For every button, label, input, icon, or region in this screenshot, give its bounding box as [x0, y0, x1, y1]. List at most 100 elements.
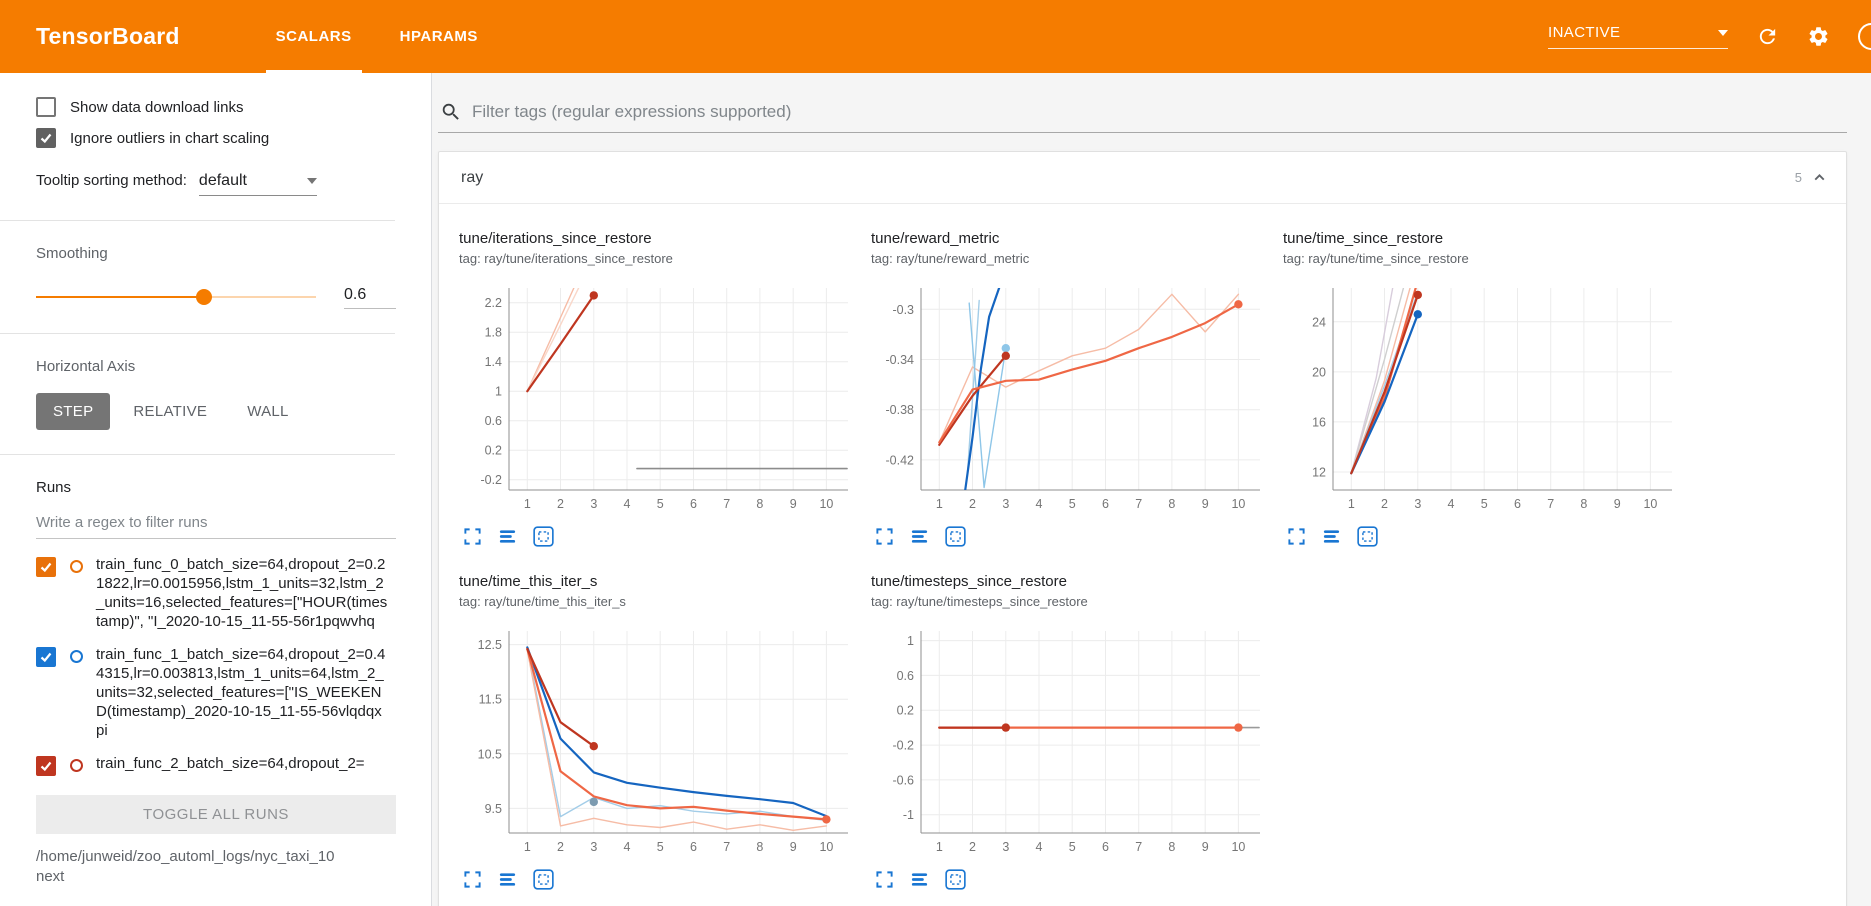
tab-hparams[interactable]: HPARAMS — [399, 28, 478, 45]
fit-domain-icon[interactable] — [945, 869, 966, 890]
runs-table-icon[interactable] — [910, 870, 929, 889]
chart-plot[interactable]: -0.42 -0.38 -0.34 -0.3 1 2 3 4 5 6 7 8 9 10 — [871, 278, 1266, 518]
category-card-ray: ray 5 tune/iterations_since_restore tag:… — [438, 151, 1847, 906]
collapse-card-icon[interactable] — [1811, 169, 1828, 186]
fit-domain-icon[interactable] — [945, 526, 966, 547]
option-label: Ignore outliers in chart scaling — [70, 129, 270, 147]
run-item[interactable]: train_func_1_batch_size=64,dropout_2=0.4… — [36, 645, 431, 740]
charts-grid: tune/iterations_since_restore tag: ray/t… — [439, 204, 1846, 906]
smoothing-value-input[interactable] — [344, 284, 396, 309]
chart-toolbar — [463, 869, 871, 890]
svg-text:9: 9 — [790, 840, 797, 854]
chart-tag: tag: ray/tune/reward_metric — [871, 251, 1030, 266]
fit-domain-icon[interactable] — [533, 869, 554, 890]
chevron-down-icon — [306, 178, 317, 184]
svg-text:10: 10 — [819, 840, 833, 854]
svg-text:8: 8 — [756, 497, 763, 511]
run-color-ring-icon[interactable] — [70, 650, 83, 663]
smoothing-slider[interactable] — [36, 288, 316, 306]
run-name: train_func_0_batch_size=64,dropout_2=0.2… — [96, 556, 388, 630]
chart-title: tune/reward_metric — [871, 230, 1000, 247]
run-color-ring-icon[interactable] — [70, 560, 83, 573]
svg-text:2: 2 — [969, 840, 976, 854]
svg-text:1: 1 — [907, 634, 914, 648]
chart-card: tune/timesteps_since_restore tag: ray/tu… — [871, 573, 1283, 890]
runs-status-dropdown[interactable]: INACTIVE — [1548, 24, 1728, 49]
sidebar: Show data download links Ignore outliers… — [0, 73, 432, 906]
chart-tag: tag: ray/tune/timesteps_since_restore — [871, 594, 1088, 609]
svg-text:7: 7 — [723, 840, 730, 854]
run-item[interactable]: train_func_2_batch_size=64,dropout_2= — [36, 754, 431, 776]
svg-text:6: 6 — [1102, 840, 1109, 854]
runs-status-label: INACTIVE — [1548, 24, 1621, 41]
chart-plot[interactable]: 9.5 10.5 11.5 12.5 1 2 3 4 5 6 7 8 9 10 — [459, 621, 854, 861]
axis-option-step[interactable]: STEP — [36, 393, 111, 430]
run-color-ring-icon[interactable] — [70, 759, 83, 772]
expand-icon[interactable] — [463, 870, 482, 889]
svg-text:1: 1 — [936, 840, 943, 854]
fit-domain-icon[interactable] — [533, 526, 554, 547]
option-checkbox-row[interactable]: Show data download links — [36, 97, 431, 117]
tab-bar: SCALARS HPARAMS — [252, 0, 502, 73]
chart-count-badge: 5 — [1794, 170, 1802, 185]
toggle-all-runs-button[interactable]: TOGGLE ALL RUNS — [36, 795, 396, 834]
checkbox-icon[interactable] — [36, 128, 56, 148]
tooltip-sort-value: default — [198, 172, 247, 189]
run-checkbox-icon[interactable] — [36, 647, 56, 667]
run-item[interactable]: train_func_0_batch_size=64,dropout_2=0.2… — [36, 555, 431, 631]
chart-plot[interactable]: -0.2 0.2 0.6 1 1.4 1.8 2.2 1 2 3 4 5 6 7 8 9 10 — [459, 278, 854, 518]
tooltip-sort-row: Tooltip sorting method: default — [36, 172, 431, 196]
svg-text:11.5: 11.5 — [479, 693, 502, 707]
help-icon[interactable] — [1858, 23, 1871, 50]
tag-filter-input[interactable] — [472, 102, 1847, 122]
svg-text:7: 7 — [1135, 497, 1142, 511]
refresh-icon[interactable] — [1756, 25, 1779, 48]
content-area: ray 5 tune/iterations_since_restore tag:… — [432, 73, 1871, 906]
svg-text:12: 12 — [1312, 466, 1326, 480]
general-options: Show data download links Ignore outliers… — [36, 97, 431, 148]
expand-icon[interactable] — [1287, 527, 1306, 546]
svg-text:-0.3: -0.3 — [892, 303, 914, 317]
category-card-header[interactable]: ray 5 — [439, 152, 1846, 204]
chart-title: tune/time_since_restore — [1283, 230, 1444, 247]
run-name: train_func_1_batch_size=64,dropout_2=0.4… — [96, 646, 386, 739]
axis-option-wall[interactable]: WALL — [230, 393, 306, 430]
svg-text:10: 10 — [1643, 497, 1657, 511]
settings-gear-icon[interactable] — [1807, 25, 1830, 48]
slider-knob[interactable] — [196, 288, 212, 305]
svg-text:9: 9 — [1202, 840, 1209, 854]
axis-option-relative[interactable]: RELATIVE — [116, 393, 224, 430]
checkbox-icon[interactable] — [36, 97, 56, 117]
runs-table-icon[interactable] — [498, 527, 517, 546]
option-checkbox-row[interactable]: Ignore outliers in chart scaling — [36, 128, 431, 148]
expand-icon[interactable] — [875, 527, 894, 546]
tooltip-sort-label: Tooltip sorting method: — [36, 172, 187, 189]
divider — [0, 454, 395, 455]
tab-scalars[interactable]: SCALARS — [252, 0, 376, 73]
runs-filter-input[interactable] — [36, 510, 396, 539]
svg-text:3: 3 — [1002, 840, 1009, 854]
expand-icon[interactable] — [875, 870, 894, 889]
horizontal-axis-buttons: STEP RELATIVE WALL — [36, 393, 431, 430]
svg-text:-0.34: -0.34 — [886, 353, 915, 367]
header-actions: INACTIVE — [1548, 23, 1871, 50]
tooltip-sort-dropdown[interactable]: default — [198, 172, 317, 196]
smoothing-row — [36, 284, 396, 309]
expand-icon[interactable] — [463, 527, 482, 546]
chart-toolbar — [875, 526, 1283, 547]
run-checkbox-icon[interactable] — [36, 557, 56, 577]
svg-text:8: 8 — [1168, 840, 1175, 854]
svg-text:24: 24 — [1312, 315, 1326, 329]
run-checkbox-icon[interactable] — [36, 756, 56, 776]
svg-text:8: 8 — [756, 840, 763, 854]
runs-table-icon[interactable] — [910, 527, 929, 546]
svg-text:-0.42: -0.42 — [886, 453, 915, 467]
fit-domain-icon[interactable] — [1357, 526, 1378, 547]
chart-tag: tag: ray/tune/time_since_restore — [1283, 251, 1469, 266]
svg-text:7: 7 — [1135, 840, 1142, 854]
chart-plot[interactable]: -1 -0.6 -0.2 0.2 0.6 1 1 2 3 4 5 6 7 8 9 10 — [871, 621, 1266, 861]
runs-table-icon[interactable] — [1322, 527, 1341, 546]
svg-text:4: 4 — [624, 497, 631, 511]
runs-table-icon[interactable] — [498, 870, 517, 889]
